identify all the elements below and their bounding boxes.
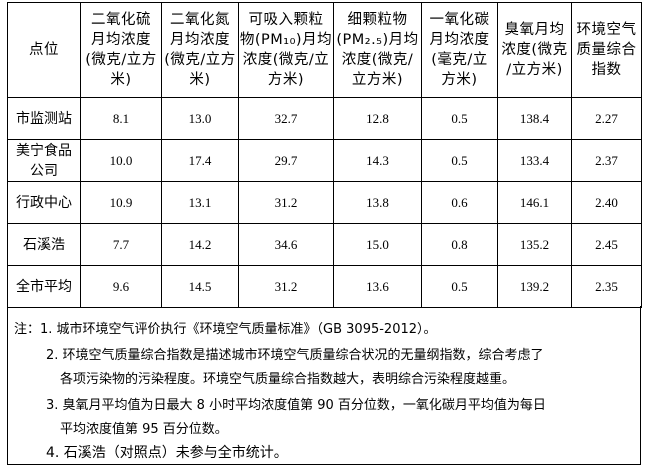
value-cell: 0.8 <box>421 223 498 266</box>
value-cell: 2.45 <box>571 223 642 266</box>
value-cell: 9.6 <box>80 265 162 308</box>
value-cell: 139.2 <box>497 265 572 308</box>
table-row: 市监测站 8.1 13.0 32.7 12.8 0.5 138.4 2.27 <box>7 97 642 140</box>
note-4: 4. 石溪浩（对照点）未参与全市统计。 <box>46 445 288 461</box>
value-cell: 32.7 <box>238 97 334 140</box>
value-cell: 146.1 <box>497 181 572 224</box>
site-name-cell: 美宁食品 公司 <box>7 139 81 182</box>
value-cell: 31.2 <box>238 181 334 224</box>
table-row: 行政中心 10.9 13.1 31.2 13.8 0.6 146.1 2.40 <box>7 181 642 224</box>
value-cell: 7.7 <box>80 223 162 266</box>
value-cell: 135.2 <box>497 223 572 266</box>
note-3-cont: 平均浓度值第 95 百分位数。 <box>60 422 228 437</box>
header-pm10: 可吸入颗粒 物(PM₁₀)月均 浓度(微克/立 方米) <box>238 2 334 98</box>
value-cell: 13.6 <box>333 265 422 308</box>
value-cell: 133.4 <box>497 139 572 182</box>
note-1: 1. 城市环境空气评价执行《环境空气质量标准》（GB 3095-2012）。 <box>40 322 437 337</box>
value-cell: 0.5 <box>421 265 498 308</box>
value-cell: 14.5 <box>161 265 239 308</box>
value-cell: 0.5 <box>421 97 498 140</box>
value-cell: 2.27 <box>571 97 642 140</box>
site-name-cell: 全市平均 <box>7 265 81 308</box>
table-row: 石溪浩 7.7 14.2 34.6 15.0 0.8 135.2 2.45 <box>7 223 642 266</box>
value-cell: 10.0 <box>80 139 162 182</box>
note-2-cont: 各项污染物的污染程度。环境空气质量综合指数越大，表明综合污染程度越重。 <box>60 372 516 387</box>
value-cell: 12.8 <box>333 97 422 140</box>
header-site: 点位 <box>7 2 81 98</box>
header-no2: 二氧化氮 月均浓度 (微克/立方 米) <box>161 2 239 98</box>
value-cell: 10.9 <box>80 181 162 224</box>
notes-box: 注： 1. 城市环境空气评价执行《环境空气质量标准》（GB 3095-2012）… <box>7 306 641 465</box>
value-cell: 0.6 <box>421 181 498 224</box>
header-co: 一氧化碳 月均浓度 (毫克/立 方米) <box>421 2 498 98</box>
value-cell: 15.0 <box>333 223 422 266</box>
value-cell: 14.2 <box>161 223 239 266</box>
header-o3: 臭氧月均 浓度(微克 /立方米) <box>497 2 572 98</box>
value-cell: 34.6 <box>238 223 334 266</box>
table-row: 全市平均 9.6 14.5 31.2 13.6 0.5 139.2 2.35 <box>7 265 642 308</box>
site-name-cell: 石溪浩 <box>7 223 81 266</box>
value-cell: 13.1 <box>161 181 239 224</box>
value-cell: 2.40 <box>571 181 642 224</box>
value-cell: 2.35 <box>571 265 642 308</box>
note-2: 2. 环境空气质量综合指数是描述城市环境空气质量综合状况的无量纲指数，综合考虑了 <box>46 348 544 363</box>
header-so2: 二氧化硫 月均浓度 (微克/立方 米) <box>80 2 162 98</box>
value-cell: 0.5 <box>421 139 498 182</box>
value-cell: 29.7 <box>238 139 334 182</box>
value-cell: 31.2 <box>238 265 334 308</box>
value-cell: 17.4 <box>161 139 239 182</box>
site-name-cell: 行政中心 <box>7 181 81 224</box>
air-quality-table: 点位 二氧化硫 月均浓度 (微克/立方 米) 二氧化氮 月均浓度 (微克/立方 … <box>7 2 642 308</box>
value-cell: 14.3 <box>333 139 422 182</box>
note-3: 3. 臭氧月平均值为日最大 8 小时平均浓度值第 90 百分位数，一氧化碳月平均… <box>46 398 546 413</box>
header-aqi: 环境空气 质量综合 指数 <box>571 2 642 98</box>
value-cell: 8.1 <box>80 97 162 140</box>
value-cell: 13.8 <box>333 181 422 224</box>
value-cell: 138.4 <box>497 97 572 140</box>
site-name-cell: 市监测站 <box>7 97 81 140</box>
notes-prefix: 注： <box>14 322 41 337</box>
header-pm25: 细颗粒物 (PM₂.₅)月均 浓度(微克/ 立方米) <box>333 2 422 98</box>
value-cell: 13.0 <box>161 97 239 140</box>
value-cell: 2.37 <box>571 139 642 182</box>
header-row: 点位 二氧化硫 月均浓度 (微克/立方 米) 二氧化氮 月均浓度 (微克/立方 … <box>7 2 642 98</box>
table-row: 美宁食品 公司 10.0 17.4 29.7 14.3 0.5 133.4 2.37 <box>7 139 642 182</box>
